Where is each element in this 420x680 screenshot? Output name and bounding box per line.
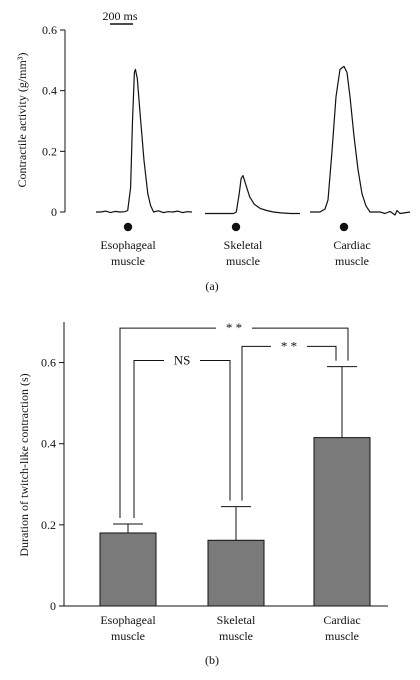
trace-label: Skeletal [224, 238, 263, 252]
bar-0 [99, 532, 157, 607]
category-label: Esophageal [100, 613, 156, 627]
scale-bar-label: 200 ms [102, 9, 137, 23]
label-backdrop [216, 320, 252, 337]
panel-b-bars [99, 366, 371, 607]
category-label: muscle [219, 629, 253, 643]
trace-label: muscle [226, 254, 260, 268]
stimulus-dot [231, 222, 241, 232]
y-tick-label: 0 [50, 599, 56, 613]
y-tick-label: 0.4 [41, 437, 56, 451]
category-label: muscle [325, 629, 359, 643]
stimulus-dot [339, 222, 349, 232]
category-label: Skeletal [217, 613, 256, 627]
panel-a-label: (a) [205, 279, 218, 293]
trace-line-0 [96, 68, 193, 214]
trace-line-1 [205, 175, 300, 215]
trace-label: muscle [111, 254, 145, 268]
y-tick-label: 0.4 [42, 84, 57, 98]
category-label: Cardiac [323, 613, 360, 627]
trace-line-2 [310, 65, 411, 216]
panel-a-y-axis-label: Contractile activity (g/mm³) [15, 53, 29, 188]
panel-a-scale-bar: 200 ms [102, 9, 138, 25]
y-tick-label: 0.6 [41, 356, 56, 370]
panel-a-y-axis: 0 0.2 0.4 0.6 [42, 23, 66, 219]
trace-label: Esophageal [100, 238, 156, 252]
panel-b-bar-chart: 0 0.2 0.4 0.6 Duration of twitch-like contr… [17, 320, 388, 667]
significance-label: NS [174, 353, 191, 368]
panel-b-y-axis-label: Duration of twitch-like contraction (s) [17, 373, 31, 556]
y-tick-label: 0.2 [41, 518, 56, 532]
panel-b-category-labels: Esophageal muscle Skeletal muscle Cardiac mus… [100, 613, 360, 643]
panel-a-trace-plot: 0 0.2 0.4 0.6 200 ms Contractile activity (… [15, 9, 411, 293]
bar-1 [207, 539, 265, 607]
significance-bracket [133, 360, 231, 519]
stimulus-dot [123, 222, 133, 232]
y-tick-label: 0.6 [42, 23, 57, 37]
label-backdrop [271, 338, 307, 355]
label-backdrop [164, 352, 200, 369]
y-tick-label: 0 [51, 205, 57, 219]
panel-b-significance-brackets: NS * * * * [119, 320, 349, 519]
significance-label: * * [226, 320, 242, 335]
panel-a-traces: Esophageal muscle Skeletal muscle Cardiac mus… [96, 65, 411, 268]
bar-2 [313, 437, 371, 607]
category-label: muscle [111, 629, 145, 643]
trace-label: muscle [335, 254, 369, 268]
significance-label: * * [281, 338, 297, 353]
panel-b-label: (b) [205, 653, 219, 667]
y-tick-label: 0.2 [42, 144, 57, 158]
trace-label: Cardiac [333, 238, 370, 252]
